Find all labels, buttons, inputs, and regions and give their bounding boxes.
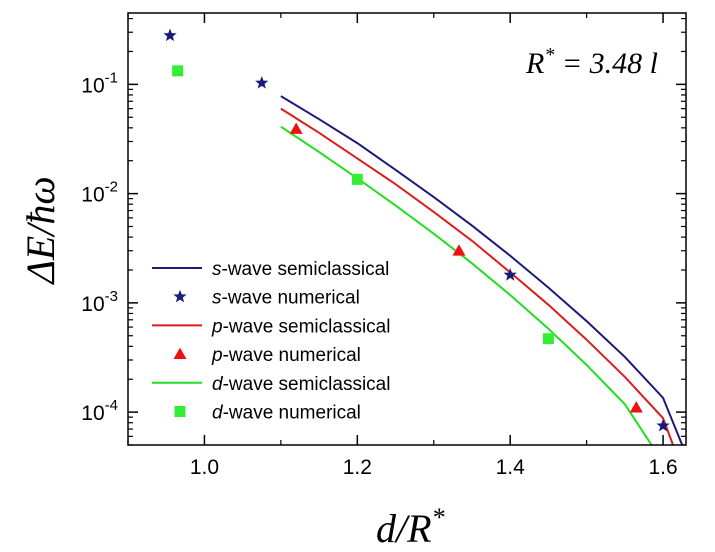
- y-tick-label: 10-3: [81, 288, 118, 316]
- legend-marker-swatch: [173, 289, 187, 303]
- legend-item-d-wave-line: d-wave semiclassical: [152, 374, 390, 395]
- data-point-p-wave: [452, 244, 466, 256]
- legend-marker-swatch: [173, 347, 187, 359]
- legend-item-s-wave-line: s-wave semiclassical: [152, 259, 389, 280]
- legend: s-wave semiclassical s-wave numerical p-wa…: [152, 259, 390, 424]
- x-tick-label: 1.0: [190, 456, 219, 479]
- legend-item-s-wave-marker: s-wave numerical: [173, 288, 360, 309]
- x-tick-label: 1.4: [496, 456, 526, 479]
- legend-marker-swatch: [174, 406, 186, 417]
- x-tick-label: 1.2: [343, 456, 372, 479]
- series-line-s-wave: [280, 95, 684, 445]
- data-point-p-wave: [629, 401, 643, 413]
- data-point-s-wave: [656, 418, 670, 432]
- legend-label: d-wave semiclassical: [212, 374, 390, 395]
- legend-label: p-wave numerical: [211, 345, 361, 366]
- legend-item-d-wave-marker: d-wave numerical: [174, 403, 361, 424]
- x-tick-label: 1.6: [648, 456, 677, 479]
- legend-item-p-wave-line: p-wave semiclassical: [152, 316, 390, 337]
- data-point-d-wave: [542, 333, 554, 345]
- series-layer: [163, 28, 684, 445]
- data-point-s-wave: [503, 267, 517, 281]
- y-tick-label: 10-4: [81, 397, 118, 425]
- legend-item-p-wave-marker: p-wave numerical: [173, 345, 361, 366]
- series-line-p-wave: [280, 107, 674, 445]
- data-point-p-wave: [289, 122, 303, 134]
- y-tick-label: 10-1: [81, 69, 118, 97]
- x-axis-label: d/R*: [376, 503, 445, 551]
- data-point-s-wave: [163, 28, 177, 42]
- legend-label: s-wave semiclassical: [212, 259, 389, 280]
- legend-label: d-wave numerical: [212, 403, 361, 424]
- plot-frame: [127, 12, 687, 446]
- legend-label: s-wave numerical: [212, 288, 360, 309]
- y-axis-label: ΔE/ħω: [18, 176, 63, 285]
- y-tick-label: 10-2: [81, 179, 118, 207]
- data-point-s-wave: [255, 75, 269, 89]
- data-point-d-wave: [351, 173, 363, 185]
- legend-label: p-wave semiclassical: [211, 316, 390, 337]
- series-line-d-wave: [280, 125, 653, 445]
- axis-ticks: 1.0 1.2 1.4 1.6 10-1 10-2 10-3 10-4: [81, 13, 686, 479]
- annotation: R* = 3.48 l: [525, 44, 658, 80]
- data-point-d-wave: [172, 65, 184, 77]
